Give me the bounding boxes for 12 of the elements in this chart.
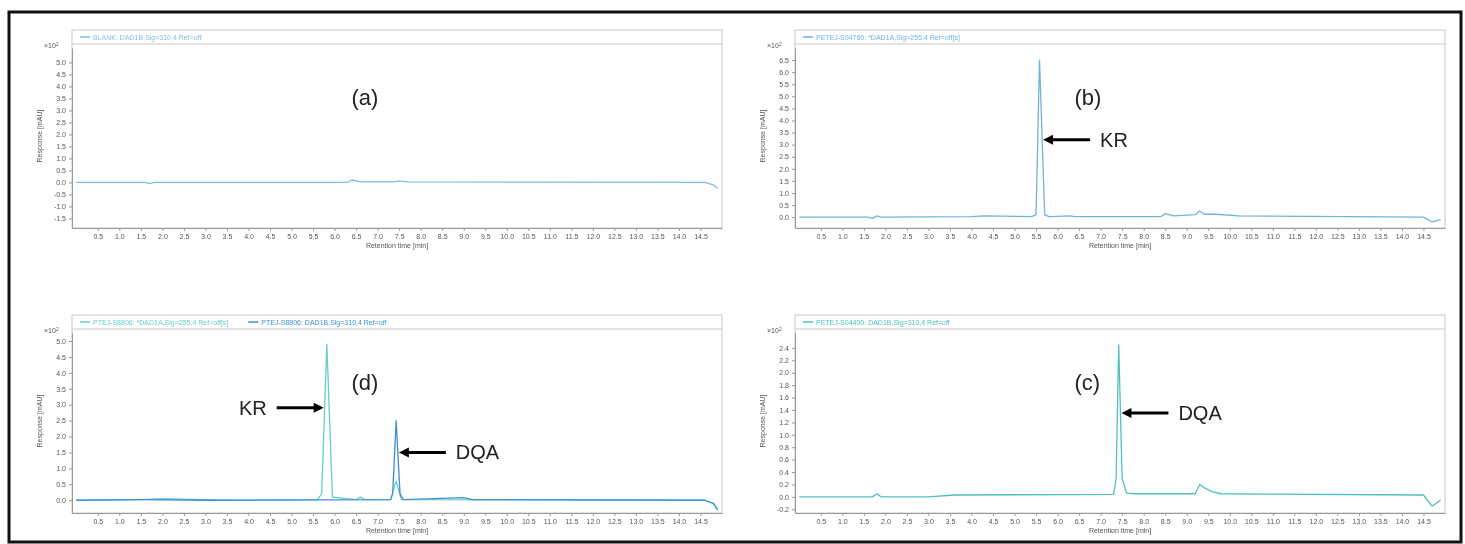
annotation: (a) bbox=[351, 84, 379, 110]
annotation: (b) bbox=[1074, 84, 1102, 110]
line-series bbox=[75, 179, 719, 190]
annotation: KR bbox=[238, 396, 267, 419]
line-series bbox=[75, 419, 719, 511]
annotation: (c) bbox=[1074, 369, 1101, 395]
annotation: (d) bbox=[351, 369, 379, 395]
line-series bbox=[798, 59, 1442, 223]
line-series bbox=[798, 344, 1442, 507]
annotation: DQA bbox=[455, 441, 500, 464]
annotation: KR bbox=[1100, 128, 1128, 151]
annotation: DQA bbox=[1178, 402, 1223, 425]
